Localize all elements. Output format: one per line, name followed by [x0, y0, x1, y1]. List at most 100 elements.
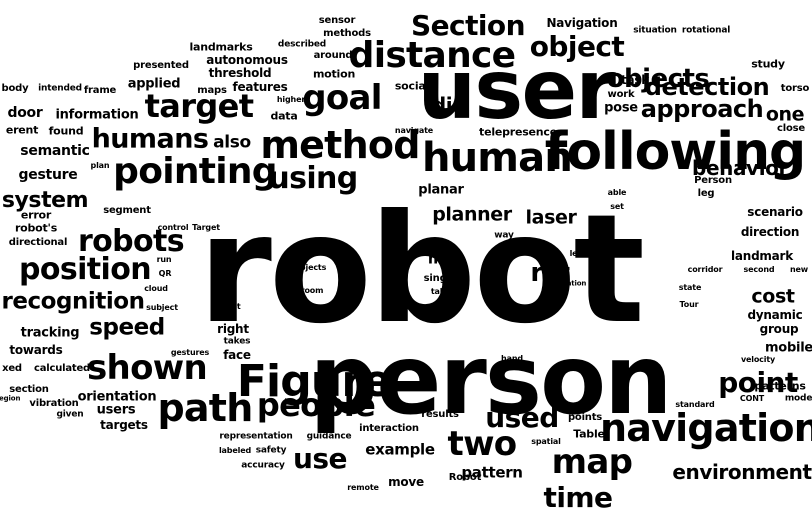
cloud-word: robot	[197, 183, 645, 357]
cloud-word: torso	[780, 83, 810, 94]
cloud-word: two	[447, 424, 518, 464]
cloud-word: labeled	[218, 446, 252, 455]
cloud-word: error	[20, 208, 52, 222]
cloud-word: plan	[90, 161, 110, 170]
cloud-word: mobile	[765, 340, 812, 356]
cloud-word: way	[494, 230, 514, 241]
cloud-word: vibration	[29, 398, 79, 409]
cloud-word: maps	[197, 85, 227, 96]
cloud-word: belt	[223, 302, 241, 311]
cloud-word: situation	[633, 25, 677, 36]
cloud-word: door	[7, 105, 43, 121]
cloud-word: telepresence	[479, 125, 557, 139]
cloud-word: also	[213, 132, 251, 153]
cloud-word: remote	[347, 483, 379, 492]
cloud-word: landmark	[731, 249, 793, 263]
cloud-word: accuracy	[241, 460, 285, 471]
cloud-word: location	[555, 279, 587, 288]
cloud-word: run	[156, 255, 172, 264]
cloud-word: work	[607, 89, 635, 100]
cloud-word: right	[217, 322, 249, 336]
cloud-word: data	[270, 109, 298, 123]
cloud-word: table	[430, 287, 454, 296]
cloud-word: section	[9, 384, 49, 395]
cloud-word: position	[18, 252, 152, 287]
cloud-word: methods	[323, 28, 371, 39]
cloud-word: robots	[77, 224, 185, 259]
cloud-word: Target	[192, 223, 220, 232]
cloud-word: described	[277, 39, 327, 50]
cloud-word: subject	[146, 303, 178, 312]
cloud-word: person	[309, 324, 672, 436]
cloud-word: move	[388, 475, 424, 489]
cloud-word: features	[232, 80, 288, 94]
cloud-word: robot's	[14, 221, 58, 235]
cloud-word: single	[423, 273, 457, 284]
cloud-word: planar	[418, 182, 464, 198]
cloud-word: objects	[606, 64, 710, 94]
cloud-word: pointing	[113, 151, 277, 192]
cloud-word: safety	[255, 445, 287, 456]
cloud-word: path	[157, 386, 253, 430]
cloud-word: humans	[91, 123, 209, 155]
cloud-word: sensor	[318, 15, 356, 26]
cloud-word: xed	[2, 363, 22, 374]
cloud-word: given	[56, 409, 84, 420]
cloud-word: planner	[432, 203, 512, 226]
cloud-word: subjects	[289, 263, 327, 272]
cloud-word: rst	[530, 258, 570, 288]
cloud-word: results	[421, 409, 459, 420]
cloud-word: around	[313, 50, 353, 61]
cloud-word: patterns	[754, 379, 806, 393]
cloud-word: group	[759, 322, 799, 336]
cloud-word: distance	[348, 35, 516, 76]
cloud-word: guidance	[306, 431, 352, 442]
cloud-word: higher	[276, 95, 306, 104]
cloud-word: time	[543, 481, 613, 514]
cloud-word: intended	[38, 83, 82, 94]
cloud-word: detection	[644, 73, 770, 101]
cloud-word: method	[260, 123, 420, 167]
cloud-word: leg	[697, 188, 715, 199]
cloud-word: interaction	[359, 423, 419, 434]
cloud-word: users	[96, 402, 136, 418]
cloud-word: speed	[89, 314, 165, 341]
cloud-word: directional	[8, 237, 68, 248]
cloud-word: label	[305, 245, 333, 256]
cloud-word: study	[751, 57, 785, 71]
cloud-word: Navigation	[546, 16, 618, 30]
cloud-word: one	[765, 103, 805, 126]
cloud-word: Table	[573, 427, 605, 441]
cloud-word: velocity	[740, 355, 776, 364]
cloud-word: targets	[100, 418, 148, 432]
cloud-word: segment	[103, 205, 151, 216]
cloud-word: navigation	[599, 406, 812, 450]
cloud-word: user	[417, 43, 616, 138]
cloud-word: Figure	[236, 356, 392, 407]
cloud-word: model	[784, 393, 812, 404]
cloud-word: semantic	[20, 143, 90, 159]
cloud-word: towards	[9, 343, 63, 357]
cloud-word: laser	[525, 206, 577, 229]
cloud-word: using	[268, 161, 358, 196]
cloud-word: information	[55, 107, 139, 123]
cloud-word: example	[365, 440, 435, 459]
cloud-word: shown	[86, 348, 208, 388]
cloud-word: cloud	[144, 284, 168, 293]
cloud-word: Section	[411, 9, 526, 42]
cloud-word: autonomous	[206, 53, 288, 67]
cloud-word: representation	[219, 431, 293, 442]
cloud-word: standard	[675, 400, 715, 409]
cloud-word: face	[223, 348, 251, 362]
cloud-word: points	[567, 412, 603, 423]
cloud-word: dynamic	[747, 308, 803, 322]
cloud-word: point	[718, 366, 798, 399]
cloud-word: di	[431, 93, 453, 117]
cloud-word: system	[1, 188, 89, 213]
cloud-word: body	[1, 83, 29, 94]
cloud-word: behavior	[692, 156, 788, 180]
cloud-word: orientation	[77, 389, 157, 405]
cloud-word: second	[743, 265, 775, 274]
cloud-word: following	[544, 122, 807, 182]
cloud-word: people	[256, 386, 376, 424]
